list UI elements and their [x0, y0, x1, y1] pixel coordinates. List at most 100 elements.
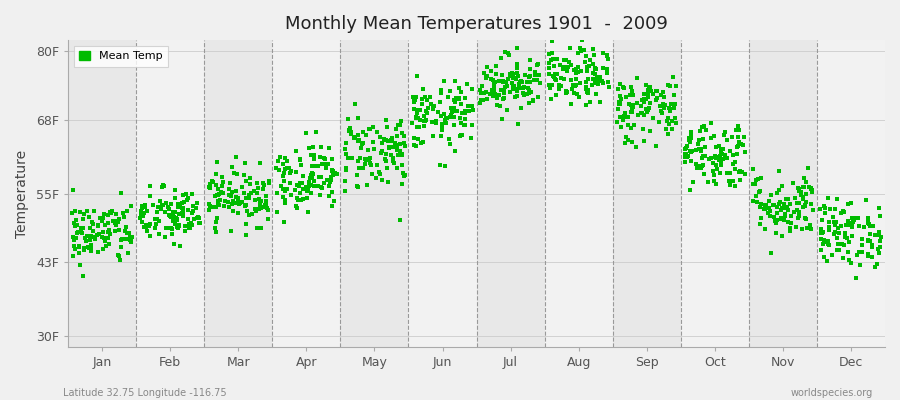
Point — [364, 162, 378, 168]
Point — [509, 65, 524, 71]
Point — [642, 104, 656, 111]
Point — [395, 151, 410, 158]
Point — [491, 78, 506, 85]
Point — [823, 242, 837, 248]
Point — [569, 66, 583, 72]
Point — [192, 220, 206, 227]
Point — [136, 213, 150, 220]
Point — [796, 175, 811, 181]
Point — [222, 186, 237, 192]
Point — [202, 184, 217, 190]
Point — [644, 88, 658, 94]
Point — [571, 50, 585, 56]
Point — [822, 218, 836, 225]
Point — [230, 195, 245, 202]
Point — [324, 174, 338, 180]
Point — [617, 112, 632, 119]
Point — [770, 217, 785, 223]
Point — [669, 83, 683, 89]
Point — [814, 217, 829, 223]
Point — [154, 206, 168, 212]
Point — [183, 225, 197, 231]
Point — [621, 114, 635, 120]
Bar — [817, 40, 885, 347]
Point — [481, 96, 495, 102]
Point — [172, 211, 186, 217]
Point — [682, 139, 697, 145]
Point — [692, 146, 706, 152]
Point — [366, 146, 381, 152]
Point — [122, 230, 136, 236]
Point — [257, 202, 272, 208]
Point — [713, 170, 727, 176]
Point — [618, 140, 633, 146]
Point — [667, 105, 681, 112]
Point — [757, 206, 771, 212]
Point — [696, 162, 710, 168]
Point — [138, 202, 152, 208]
Point — [509, 75, 524, 82]
Point — [775, 204, 789, 211]
Point — [572, 80, 587, 86]
Point — [821, 194, 835, 201]
Point — [683, 128, 698, 135]
Point — [209, 229, 223, 235]
Point — [780, 204, 795, 210]
Point — [355, 145, 369, 152]
Point — [847, 217, 861, 223]
Point — [426, 133, 440, 140]
Point — [485, 87, 500, 94]
Point — [86, 227, 101, 234]
Point — [806, 189, 820, 196]
Point — [586, 45, 600, 52]
Point — [855, 236, 869, 242]
Point — [410, 107, 425, 114]
Point — [732, 127, 746, 133]
Point — [216, 189, 230, 196]
Point — [729, 126, 743, 133]
Point — [589, 66, 603, 72]
Point — [573, 45, 588, 51]
Point — [327, 197, 341, 204]
Point — [397, 173, 411, 179]
Point — [108, 220, 122, 226]
Point — [581, 76, 596, 83]
Point — [276, 177, 291, 184]
Point — [156, 182, 170, 188]
Point — [223, 180, 238, 186]
Point — [573, 68, 588, 74]
Point — [842, 239, 856, 245]
Point — [365, 170, 380, 177]
Point — [596, 80, 610, 86]
Point — [861, 221, 876, 228]
Point — [75, 230, 89, 236]
Point — [350, 182, 365, 189]
Point — [338, 188, 352, 195]
Point — [262, 180, 276, 187]
Point — [816, 254, 831, 261]
Point — [830, 196, 844, 202]
Point — [96, 211, 111, 217]
Point — [421, 104, 436, 111]
Point — [76, 247, 91, 254]
Point — [112, 257, 127, 263]
Point — [830, 234, 844, 241]
Point — [772, 187, 787, 193]
Point — [816, 202, 831, 209]
Point — [763, 250, 778, 256]
Point — [385, 138, 400, 144]
Point — [573, 48, 588, 54]
Point — [313, 174, 328, 181]
Point — [69, 222, 84, 228]
Point — [678, 146, 692, 152]
Point — [476, 90, 491, 96]
Point — [389, 126, 403, 132]
Point — [644, 84, 658, 90]
Point — [778, 213, 792, 219]
Point — [614, 96, 628, 102]
Point — [362, 126, 376, 132]
Point — [845, 224, 859, 230]
Point — [588, 71, 602, 78]
Point — [234, 199, 248, 205]
Point — [489, 63, 503, 69]
